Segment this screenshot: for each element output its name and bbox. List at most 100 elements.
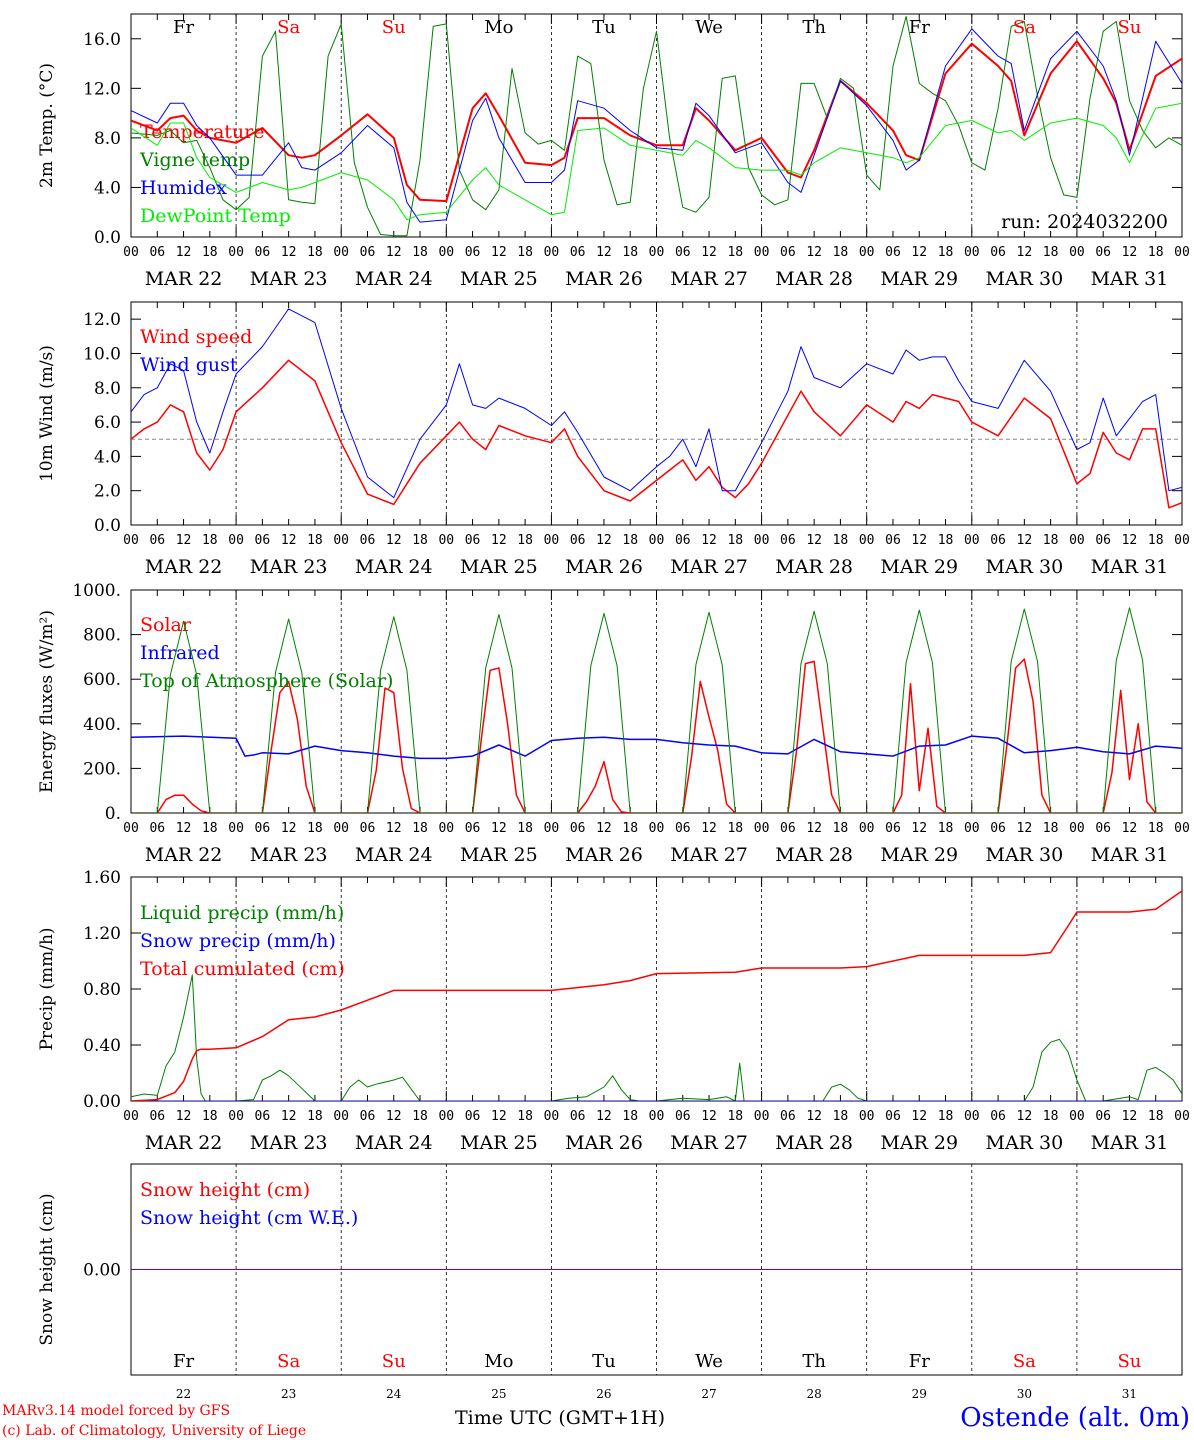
hour-tick-label: 00 xyxy=(754,821,770,836)
hour-tick-label: 18 xyxy=(938,821,954,836)
hour-tick-label: 06 xyxy=(780,1109,796,1124)
date-label: MAR 23 xyxy=(250,1132,328,1154)
date-label: MAR 24 xyxy=(355,556,433,578)
legend-entry: Infrared xyxy=(140,642,220,664)
date-label: MAR 22 xyxy=(145,268,223,290)
weekday-label: Th xyxy=(802,17,826,38)
hour-tick-label: 06 xyxy=(255,1109,271,1124)
y-tick-label: 0.0 xyxy=(94,228,121,248)
date-label: MAR 26 xyxy=(565,556,643,578)
weekday-label: Sa xyxy=(1013,1351,1036,1372)
weekday-label: Fr xyxy=(909,17,930,38)
date-label: MAR 25 xyxy=(460,556,538,578)
y-tick-label: 0.00 xyxy=(83,1092,121,1112)
legend-entry: Vigne temp xyxy=(139,149,250,171)
weekday-label: Sa xyxy=(277,1351,300,1372)
date-label: MAR 30 xyxy=(985,1132,1063,1154)
date-label: MAR 28 xyxy=(775,1132,853,1154)
weekday-label: Su xyxy=(382,17,406,38)
series-line-infrared xyxy=(131,735,1182,760)
panel-1: 00 06 12 18 00 06 12 18 00 06 12 18 00 06 12 18 00 06 12 18… xyxy=(37,13,1190,290)
hour-tick-label: 00 xyxy=(438,245,454,260)
date-label: MAR 24 xyxy=(355,844,433,866)
weekday-label: Sa xyxy=(277,17,300,38)
hour-tick-label: 12 xyxy=(806,533,822,548)
y-tick-label: 1000. xyxy=(72,581,121,601)
hour-tick-label: 18 xyxy=(622,533,638,548)
legend-entry: Solar xyxy=(140,614,192,636)
hour-tick-label: 12 xyxy=(1017,821,1033,836)
date-label: MAR 28 xyxy=(775,268,853,290)
hour-tick-label: 06 xyxy=(149,533,165,548)
panel-2: 00 06 12 18 00 06 12 18 00 06 12 18 00 06 12 18 00 06 12 18… xyxy=(37,301,1190,578)
panel-4: 00 06 12 18 00 06 12 18 00 06 12 18 00 06 12 18 00 06 12 18… xyxy=(37,868,1190,1154)
legend-entry: Wind gust xyxy=(140,354,238,376)
hour-tick-label: 18 xyxy=(833,533,849,548)
hour-tick-label: 00 xyxy=(964,1109,980,1124)
date-label: MAR 25 xyxy=(460,268,538,290)
date-label: MAR 22 xyxy=(145,556,223,578)
hour-tick-label: 18 xyxy=(833,821,849,836)
hour-tick-label: 12 xyxy=(491,821,507,836)
hour-tick-label: 12 xyxy=(701,533,717,548)
run-label: run: 2024032200 xyxy=(1001,211,1168,233)
day-number-label: 24 xyxy=(386,1387,402,1401)
hour-tick-label: 18 xyxy=(412,533,428,548)
hour-tick-label: 18 xyxy=(833,245,849,260)
hour-tick-label: 12 xyxy=(281,821,297,836)
date-label: MAR 31 xyxy=(1091,1132,1169,1154)
hour-tick-label: 06 xyxy=(360,533,376,548)
hour-tick-label: 06 xyxy=(885,1109,901,1124)
date-label: MAR 29 xyxy=(880,1132,958,1154)
date-label: MAR 26 xyxy=(565,844,643,866)
hour-tick-label: 06 xyxy=(675,1109,691,1124)
weekday-label: We xyxy=(695,17,723,38)
hour-tick-label: 00 xyxy=(754,1109,770,1124)
legend-entry: Snow precip (mm/h) xyxy=(140,930,336,952)
hour-tick-label: 18 xyxy=(307,533,323,548)
date-label: MAR 24 xyxy=(355,1132,433,1154)
hour-tick-label: 18 xyxy=(727,821,743,836)
hour-tick-label: 06 xyxy=(465,821,481,836)
hour-tick-label: 00 xyxy=(649,533,665,548)
hour-tick-label: 12 xyxy=(176,533,192,548)
hour-tick-label: 12 xyxy=(806,1109,822,1124)
hour-tick-label: 12 xyxy=(1122,245,1138,260)
hour-tick-label: 06 xyxy=(465,533,481,548)
day-number-label: 22 xyxy=(176,1387,191,1401)
day-number-label: 31 xyxy=(1122,1387,1137,1401)
hour-tick-label: 18 xyxy=(1043,533,1059,548)
hour-tick-label: 18 xyxy=(202,245,218,260)
hour-tick-label: 18 xyxy=(307,821,323,836)
y-tick-label: 200. xyxy=(83,759,121,779)
y-axis-title: Energy fluxes (W/m²) xyxy=(37,610,57,793)
y-tick-label: 12.0 xyxy=(83,79,121,99)
hour-tick-label: 18 xyxy=(1148,245,1164,260)
panel-frame xyxy=(130,589,1183,814)
legend-entry: Snow height (cm) xyxy=(140,1179,310,1201)
series-line-total-cumulated-cm- xyxy=(131,890,1182,1101)
hour-tick-label: 12 xyxy=(701,821,717,836)
hour-tick-label: 12 xyxy=(386,1109,402,1124)
y-tick-label: 16.0 xyxy=(83,30,121,50)
hour-tick-label: 06 xyxy=(990,821,1006,836)
hour-tick-label: 00 xyxy=(123,1109,139,1124)
hour-tick-label: 06 xyxy=(149,1109,165,1124)
hour-tick-label: 06 xyxy=(990,1109,1006,1124)
hour-tick-label: 18 xyxy=(202,1109,218,1124)
y-axis-title: 10m Wind (m/s) xyxy=(37,345,57,482)
hour-tick-label: 00 xyxy=(964,821,980,836)
panel-3: 00 06 12 18 00 06 12 18 00 06 12 18 00 06 12 18 00 06 12 18… xyxy=(37,581,1190,866)
series-line-solar xyxy=(131,658,1182,813)
day-number-label: 26 xyxy=(596,1387,611,1401)
y-tick-label: 8.0 xyxy=(94,379,121,399)
date-label: MAR 27 xyxy=(670,556,748,578)
y-tick-label: 1.60 xyxy=(83,868,121,888)
hour-tick-label: 06 xyxy=(1095,533,1111,548)
date-label: MAR 28 xyxy=(775,556,853,578)
hour-tick-label: 06 xyxy=(1095,245,1111,260)
hour-tick-label: 00 xyxy=(859,245,875,260)
hour-tick-label: 18 xyxy=(412,245,428,260)
panel-5: 0.00 Snow height (cm) Snow height (cm) Snow… xyxy=(37,1163,1183,1401)
hour-tick-label: 12 xyxy=(386,533,402,548)
